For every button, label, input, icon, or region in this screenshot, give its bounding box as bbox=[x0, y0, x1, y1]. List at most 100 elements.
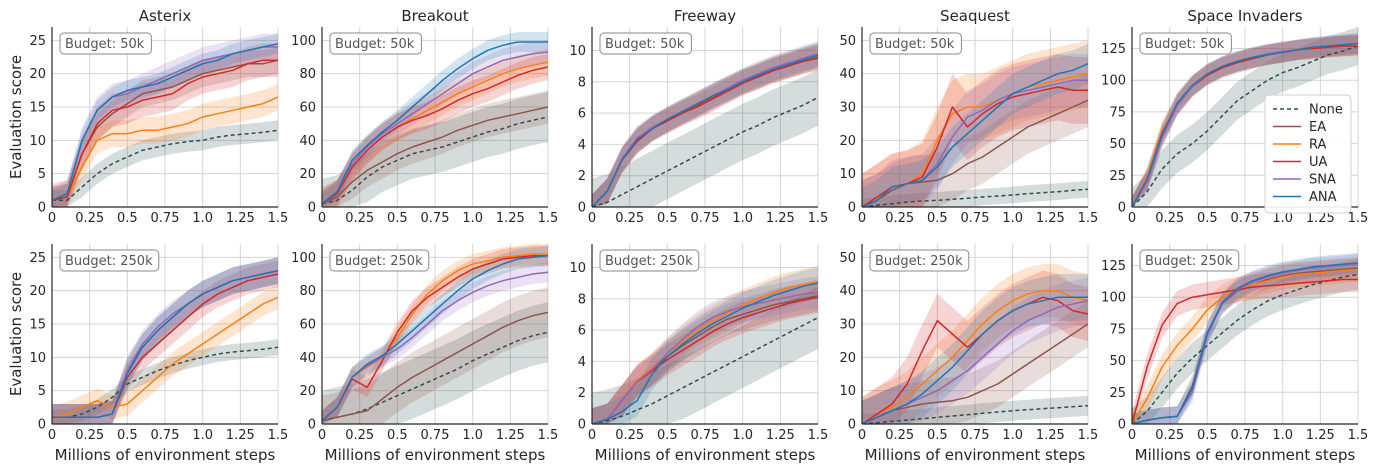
band-sna bbox=[322, 262, 548, 424]
x-tick-label: 0.25 bbox=[885, 211, 914, 226]
y-tick-label: 4 bbox=[578, 138, 586, 153]
x-tick-label: 1.0 bbox=[462, 211, 483, 226]
x-tick-label: 1.5 bbox=[1078, 211, 1099, 226]
y-tick-label: 25 bbox=[1109, 169, 1126, 184]
x-tick-label: 0.5 bbox=[387, 428, 408, 443]
line-none bbox=[1132, 273, 1358, 424]
band-ana bbox=[1132, 33, 1358, 207]
band-sna bbox=[322, 40, 548, 207]
line-ana bbox=[862, 63, 1088, 207]
y-tick-label: 50 bbox=[839, 251, 856, 266]
y-tick-label: 0 bbox=[38, 201, 46, 216]
y-tick-label: 0 bbox=[848, 201, 856, 216]
y-tick-label: 5 bbox=[38, 167, 46, 182]
line-none bbox=[322, 331, 548, 422]
band-ua bbox=[52, 43, 278, 207]
y-tick-label: 0 bbox=[308, 201, 316, 216]
x-tick-label: 0.5 bbox=[1197, 211, 1218, 226]
x-tick-label: 1.0 bbox=[1002, 211, 1023, 226]
budget-label: Budget: 250k bbox=[65, 254, 153, 269]
y-tick-label: 10 bbox=[29, 351, 46, 366]
x-tick-label: 0.25 bbox=[615, 428, 644, 443]
band-ua bbox=[862, 53, 1088, 207]
x-tick-label: 1.5 bbox=[268, 211, 289, 226]
budget-badge: Budget: 50k bbox=[1139, 32, 1232, 55]
x-tick-label: 1.25 bbox=[1036, 211, 1065, 226]
y-tick-label: 125 bbox=[1101, 42, 1126, 57]
band-ana bbox=[52, 257, 278, 424]
budget-label: Budget: 50k bbox=[875, 37, 955, 52]
y-tick-label: 100 bbox=[1101, 74, 1126, 89]
y-tick-label: 100 bbox=[1101, 291, 1126, 306]
band-ua bbox=[52, 260, 278, 424]
x-tick-label: 1.5 bbox=[1348, 211, 1369, 226]
x-tick-label: 0 bbox=[588, 211, 596, 226]
column-title: Breakout bbox=[401, 7, 468, 25]
y-tick-label: 20 bbox=[299, 167, 316, 182]
x-tick-label: 1.5 bbox=[1348, 428, 1369, 443]
budget-badge: Budget: 250k bbox=[329, 249, 430, 272]
band-none bbox=[52, 339, 278, 424]
series-group bbox=[322, 244, 548, 424]
band-ra bbox=[52, 285, 278, 424]
line-ua bbox=[322, 254, 548, 422]
x-tick-label: 1.25 bbox=[1306, 211, 1335, 226]
band-sna bbox=[592, 276, 818, 424]
y-tick-label: 40 bbox=[839, 67, 856, 82]
line-none bbox=[862, 188, 1088, 207]
band-ea bbox=[862, 73, 1088, 207]
x-tick-label: 0.75 bbox=[1231, 211, 1260, 226]
y-tick-label: 80 bbox=[299, 284, 316, 299]
x-tick-label: 0.5 bbox=[927, 428, 948, 443]
budget-badge: Budget: 250k bbox=[599, 249, 700, 272]
series-group bbox=[1132, 252, 1358, 424]
budget-badge-frame bbox=[869, 32, 962, 55]
legend-label-sna: SNA bbox=[1309, 173, 1336, 188]
band-ea bbox=[862, 300, 1088, 424]
x-tick-label: 0 bbox=[48, 428, 56, 443]
x-tick-label: 1.0 bbox=[192, 211, 213, 226]
x-tick-label: 0.25 bbox=[75, 428, 104, 443]
band-ra bbox=[862, 264, 1088, 424]
y-tick-label: 6 bbox=[578, 107, 586, 122]
legend-label-ra: RA bbox=[1309, 138, 1327, 153]
panel-seaquest-250k: 0 0.25 0.5 0.75 1.0 1.25 1.5 0 10 20 30 40 50 Budget:… bbox=[839, 244, 1098, 464]
band-ra bbox=[592, 42, 818, 207]
band-none bbox=[592, 286, 818, 424]
x-tick-label: 0.75 bbox=[961, 211, 990, 226]
column-title: Asterix bbox=[139, 7, 192, 25]
line-none bbox=[1132, 45, 1358, 207]
x-tick-label: 0.75 bbox=[421, 211, 450, 226]
y-tick-label: 20 bbox=[299, 384, 316, 399]
y-tick-label: 2 bbox=[578, 169, 586, 184]
y-tick-label: 50 bbox=[1109, 354, 1126, 369]
line-ea bbox=[322, 106, 548, 205]
line-none bbox=[322, 116, 548, 205]
x-tick-label: 0 bbox=[588, 428, 596, 443]
band-sna bbox=[862, 53, 1088, 207]
x-tick-label: 1.5 bbox=[1078, 428, 1099, 443]
legend-frame bbox=[1264, 94, 1352, 214]
panel-breakout-50k: 0 0.25 0.5 0.75 1.0 1.25 1.5 0 20 40 60 80 100 Budget… bbox=[291, 7, 558, 226]
x-tick-label: 0.75 bbox=[421, 428, 450, 443]
x-tick-label: 1.25 bbox=[1036, 428, 1065, 443]
x-tick-label: 0 bbox=[1128, 211, 1136, 226]
band-ea bbox=[52, 257, 278, 424]
x-tick-label: 1.0 bbox=[192, 428, 213, 443]
y-tick-label: 40 bbox=[839, 284, 856, 299]
x-tick-label: 0.75 bbox=[151, 211, 180, 226]
x-tick-label: 1.5 bbox=[538, 211, 559, 226]
series-group bbox=[592, 265, 818, 424]
line-none bbox=[52, 129, 278, 202]
band-ua bbox=[862, 270, 1088, 424]
band-ua bbox=[592, 281, 818, 424]
y-tick-label: 0 bbox=[578, 201, 586, 216]
x-tick-label: 0.25 bbox=[1155, 211, 1184, 226]
y-tick-label: 6 bbox=[578, 324, 586, 339]
column-title: Seaquest bbox=[940, 7, 1010, 25]
series-group bbox=[52, 33, 278, 207]
panel-space-invaders-250k: 0 0.25 0.5 0.75 1.0 1.25 1.5 0 25 50 75 100 125 Budge… bbox=[1101, 244, 1368, 464]
